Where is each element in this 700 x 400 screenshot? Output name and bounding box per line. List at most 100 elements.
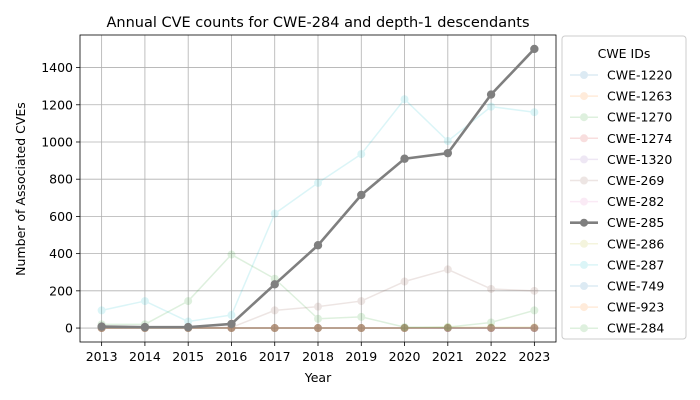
data-point [530, 44, 539, 54]
data-point [400, 324, 409, 333]
data-point [357, 150, 366, 159]
data-point [184, 297, 193, 306]
data-point [487, 284, 496, 293]
data-point [400, 324, 409, 333]
y-tick-label: 400 [49, 246, 73, 261]
y-tick-label: 600 [49, 209, 73, 224]
legend-swatch-marker [580, 92, 588, 101]
data-point [530, 324, 539, 333]
x-tick-label: 2023 [518, 349, 550, 364]
y-axis-label: Number of Associated CVEs [13, 102, 28, 276]
data-point [530, 324, 539, 333]
data-point [270, 324, 279, 333]
data-point [270, 209, 279, 218]
legend-swatch [570, 92, 598, 101]
data-point [443, 324, 452, 333]
data-point [270, 324, 279, 333]
legend-item-cwe-749: CWE-749 [570, 279, 664, 294]
data-point [97, 322, 106, 331]
data-point [140, 322, 150, 332]
data-point [314, 302, 322, 311]
series-cwe-284 [97, 250, 539, 332]
legend-label: CWE-286 [607, 236, 664, 251]
y-tick-label: 800 [49, 172, 73, 187]
data-point [443, 324, 452, 333]
data-point [357, 190, 366, 200]
data-point [530, 108, 539, 117]
legend-item-cwe-287: CWE-287 [570, 257, 664, 272]
legend-swatch-marker [580, 176, 588, 185]
data-point [443, 323, 452, 332]
x-tick-label: 2022 [475, 349, 507, 364]
legend-label: CWE-284 [607, 321, 664, 336]
data-point [400, 95, 409, 104]
data-point [357, 324, 366, 333]
legend-item-cwe-286: CWE-286 [570, 236, 664, 251]
data-point [270, 324, 279, 333]
legend-swatch [570, 155, 598, 164]
legend-swatch-marker [580, 197, 588, 206]
x-axis-ticks: 2013 2014 2015 2016 2017 2018 2019 2020 2021 2022… [86, 342, 550, 364]
legend-item-cwe-1274: CWE-1274 [570, 131, 672, 146]
data-point [443, 265, 452, 274]
data-point [357, 324, 366, 333]
data-point [313, 241, 323, 250]
legend-swatch-marker [580, 282, 588, 290]
legend-label: CWE-269 [607, 173, 664, 188]
y-tick-label: 1000 [41, 134, 73, 149]
data-point [314, 324, 322, 333]
legend-label: CWE-1274 [607, 131, 672, 146]
data-point [530, 324, 539, 333]
x-tick-label: 2014 [129, 349, 161, 364]
data-point [270, 280, 279, 289]
chart-title: Annual CVE counts for CWE-284 and depth-… [106, 15, 529, 31]
legend-box [561, 35, 687, 340]
data-point [227, 311, 236, 320]
data-point [400, 154, 409, 163]
data-point [530, 324, 539, 333]
legend-swatch-marker [580, 155, 588, 164]
data-point [357, 324, 366, 333]
x-tick-label: 2020 [389, 349, 421, 364]
data-point [314, 178, 322, 187]
data-point [400, 324, 409, 333]
legend-swatch-marker [580, 324, 588, 333]
legend-swatch-marker [580, 260, 588, 269]
legend-swatch-marker [580, 303, 588, 312]
data-point [357, 324, 366, 333]
y-tick-label: 1200 [41, 97, 73, 112]
legend: CWE IDs CWE-1220 CWE-1263 CWE-1270 CWE-1274… [561, 35, 687, 340]
legend-swatch [570, 176, 598, 185]
legend-item-cwe-1270: CWE-1270 [570, 110, 672, 125]
data-point [314, 324, 322, 333]
data-point [530, 324, 539, 333]
legend-swatch [570, 303, 598, 312]
legend-item-cwe-923: CWE-923 [570, 300, 664, 315]
legend-item-cwe-282: CWE-282 [570, 194, 664, 209]
data-point [487, 324, 496, 333]
legend-item-cwe-269: CWE-269 [570, 173, 664, 188]
legend-item-cwe-1320: CWE-1320 [570, 152, 672, 167]
data-point [140, 297, 149, 306]
data-point [400, 324, 409, 333]
data-point [487, 324, 496, 333]
data-point [530, 324, 539, 333]
x-tick-label: 2013 [86, 349, 118, 364]
legend-swatch [570, 71, 598, 79]
data-point [530, 324, 539, 333]
x-tick-label: 2016 [216, 349, 248, 364]
data-point [357, 324, 366, 333]
data-point [270, 324, 279, 333]
data-point [443, 324, 452, 333]
data-point [443, 148, 453, 158]
data-point [227, 319, 236, 329]
data-point [487, 324, 496, 333]
data-point [487, 318, 496, 327]
data-point [314, 324, 322, 333]
data-point [487, 102, 496, 111]
data-point [270, 306, 279, 315]
data-point [400, 324, 409, 333]
series-line [101, 98, 535, 323]
data-point [530, 286, 539, 295]
